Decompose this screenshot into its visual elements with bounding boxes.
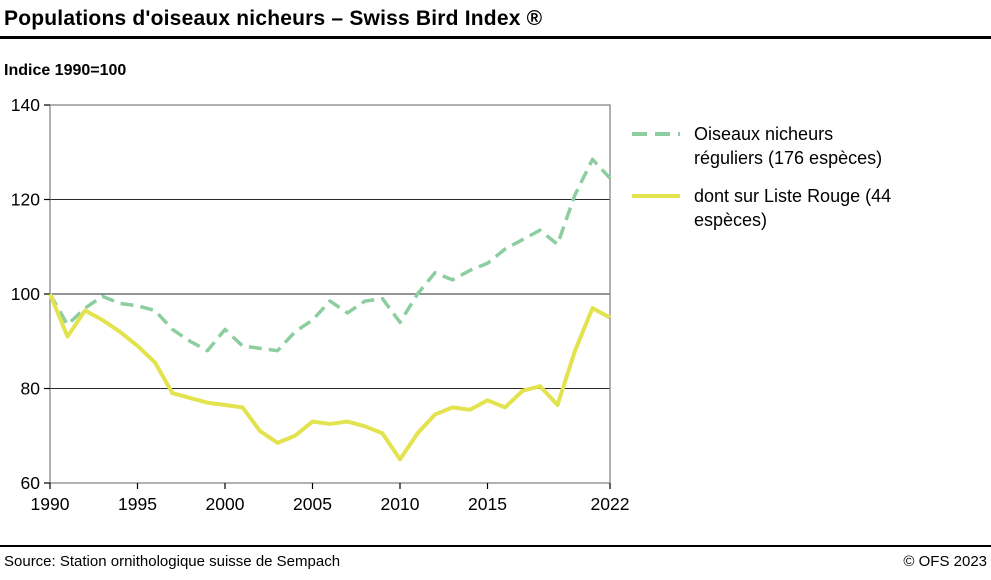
- legend-label-line: Oiseaux nicheurs: [694, 124, 834, 144]
- legend-item-liste-rouge: dont sur Liste Rouge (44 espèces): [632, 184, 942, 233]
- chart-legend: Oiseaux nicheurs réguliers (176 espèces)…: [632, 122, 942, 245]
- y-tick-label: 80: [21, 379, 41, 399]
- y-tick-label: 120: [11, 190, 40, 210]
- x-tick-label: 2015: [468, 494, 507, 514]
- y-tick-label: 140: [11, 95, 40, 115]
- x-tick-label: 2000: [206, 494, 245, 514]
- page-title: Populations d'oiseaux nicheurs – Swiss B…: [4, 7, 543, 30]
- footer-divider: [0, 545, 991, 547]
- copyright-text: © OFS 2023: [903, 553, 987, 570]
- series-line-0: [48, 157, 612, 353]
- footer: Source: Station ornithologique suisse de…: [0, 553, 991, 570]
- x-tick-label: 1995: [118, 494, 157, 514]
- x-tick-label: 2010: [381, 494, 420, 514]
- series-line-1: [48, 293, 611, 462]
- legend-label-reguliers: Oiseaux nicheurs réguliers (176 espèces): [694, 122, 882, 171]
- y-tick-label: 100: [11, 284, 40, 304]
- title-divider: [0, 36, 991, 39]
- legend-item-reguliers: Oiseaux nicheurs réguliers (176 espèces): [632, 122, 942, 171]
- x-tick-label: 2005: [293, 494, 332, 514]
- legend-label-line: réguliers (176 espèces): [694, 148, 883, 169]
- legend-label-liste-rouge: dont sur Liste Rouge (44 espèces): [694, 184, 891, 233]
- solid-line-swatch-icon: [632, 193, 680, 198]
- dashed-line-swatch-icon: [632, 132, 680, 136]
- x-tick-label: 2022: [591, 494, 630, 514]
- x-tick-label: 1990: [31, 494, 70, 514]
- legend-label-line: espèces): [694, 209, 768, 230]
- line-chart: 60 80 100 120 140 1990 1995 2000 2005 2010 2015 202…: [11, 95, 630, 514]
- legend-label-line: dont sur Liste Rouge (44: [694, 185, 892, 206]
- source-text: Source: Station ornithologique suisse de…: [4, 553, 341, 570]
- y-tick-label: 60: [21, 473, 41, 493]
- y-axis-unit-label: Indice 1990=100: [4, 62, 127, 79]
